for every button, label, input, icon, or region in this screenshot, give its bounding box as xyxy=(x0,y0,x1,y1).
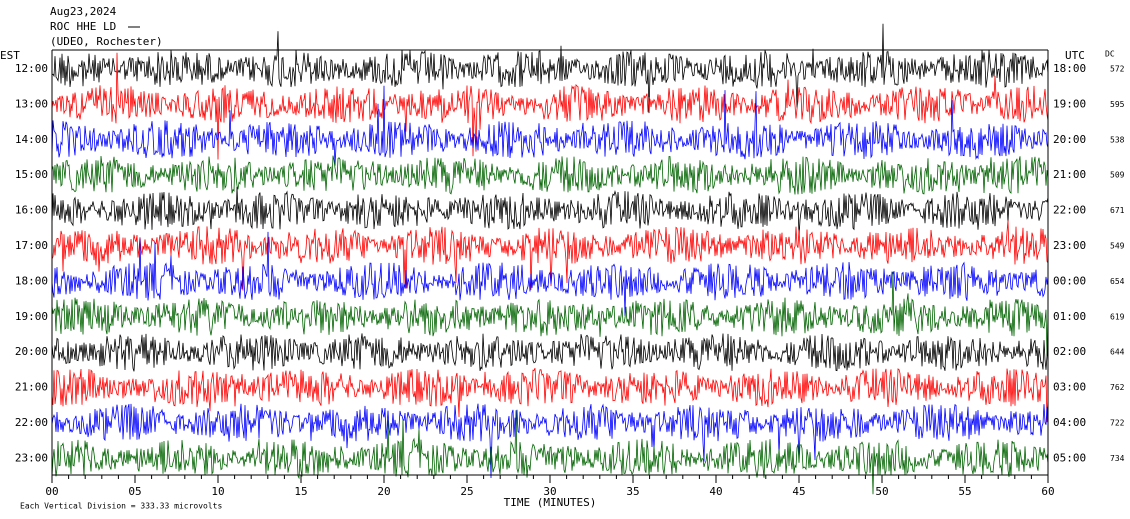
trace xyxy=(51,186,1049,238)
left-axis-title: EST xyxy=(0,49,20,62)
trace xyxy=(51,367,1049,423)
trace xyxy=(51,23,1049,114)
time-tick-label: 10 xyxy=(211,485,224,498)
dc-value: 644 xyxy=(1110,348,1125,357)
dc-title: DC xyxy=(1105,50,1115,59)
time-tick-label: 45 xyxy=(792,485,805,498)
est-label: 20:00 xyxy=(15,345,48,358)
time-tick-label: 00 xyxy=(45,485,58,498)
time-tick-label: 30 xyxy=(543,485,556,498)
utc-label: 00:00 xyxy=(1053,274,1086,287)
time-tick-label: 25 xyxy=(460,485,473,498)
right-axis-title: UTC xyxy=(1065,49,1085,62)
dc-value: 762 xyxy=(1110,383,1125,392)
utc-label: 21:00 xyxy=(1053,168,1086,181)
time-axis-title: TIME (MINUTES) xyxy=(504,496,597,509)
est-label: 12:00 xyxy=(15,62,48,75)
labels: 12:00 18:00 572 13:00 19:00 595 14:00 20:00 538 1… xyxy=(15,62,1125,498)
est-label: 13:00 xyxy=(15,97,48,110)
trace xyxy=(51,333,1049,372)
utc-label: 02:00 xyxy=(1053,345,1086,358)
time-tick-label: 05 xyxy=(128,485,141,498)
trace xyxy=(51,231,1049,316)
time-tick-label: 15 xyxy=(294,485,307,498)
est-label: 23:00 xyxy=(15,451,48,464)
trace xyxy=(51,271,1049,356)
utc-label: 20:00 xyxy=(1053,133,1086,146)
utc-label: 03:00 xyxy=(1053,381,1086,394)
trace xyxy=(51,52,1049,160)
trace xyxy=(51,155,1049,195)
trace xyxy=(51,410,1049,495)
time-tick-label: 35 xyxy=(626,485,639,498)
traces xyxy=(51,23,1049,495)
dc-value: 549 xyxy=(1110,242,1125,251)
dc-value: 538 xyxy=(1110,135,1125,144)
trace xyxy=(51,403,1049,479)
est-label: 15:00 xyxy=(15,168,48,181)
time-tick-label: 20 xyxy=(377,485,390,498)
est-label: 21:00 xyxy=(15,381,48,394)
est-label: 16:00 xyxy=(15,204,48,217)
time-tick-label: 55 xyxy=(958,485,971,498)
est-label: 14:00 xyxy=(15,133,48,146)
utc-label: 01:00 xyxy=(1053,310,1086,323)
time-tick-label: 50 xyxy=(875,485,888,498)
utc-label: 05:00 xyxy=(1053,451,1086,464)
utc-label: 19:00 xyxy=(1053,97,1086,110)
dc-value: 572 xyxy=(1110,65,1125,74)
dc-value: 722 xyxy=(1110,419,1125,428)
utc-label: 18:00 xyxy=(1053,62,1086,75)
dc-value: 509 xyxy=(1110,171,1125,180)
time-tick-label: 60 xyxy=(1041,485,1054,498)
dc-value: 671 xyxy=(1110,206,1125,215)
time-tick-label: 40 xyxy=(709,485,722,498)
trace xyxy=(51,220,1049,291)
dc-value: 595 xyxy=(1110,100,1125,109)
est-label: 18:00 xyxy=(15,274,48,287)
date: Aug23,2024 xyxy=(50,5,117,18)
utc-label: 22:00 xyxy=(1053,204,1086,217)
footer: Each Vertical Division = 333.33 microvol… xyxy=(20,502,222,511)
dc-value: 734 xyxy=(1110,454,1125,463)
est-label: 22:00 xyxy=(15,416,48,429)
est-label: 19:00 xyxy=(15,310,48,323)
trace xyxy=(51,85,1049,166)
dc-value: 619 xyxy=(1110,312,1125,321)
dc-value: 654 xyxy=(1110,277,1125,286)
utc-label: 23:00 xyxy=(1053,239,1086,252)
location: (UDEO, Rochester) xyxy=(50,35,163,48)
est-label: 17:00 xyxy=(15,239,48,252)
station: ROC HHE LD xyxy=(50,20,116,33)
utc-label: 04:00 xyxy=(1053,416,1086,429)
